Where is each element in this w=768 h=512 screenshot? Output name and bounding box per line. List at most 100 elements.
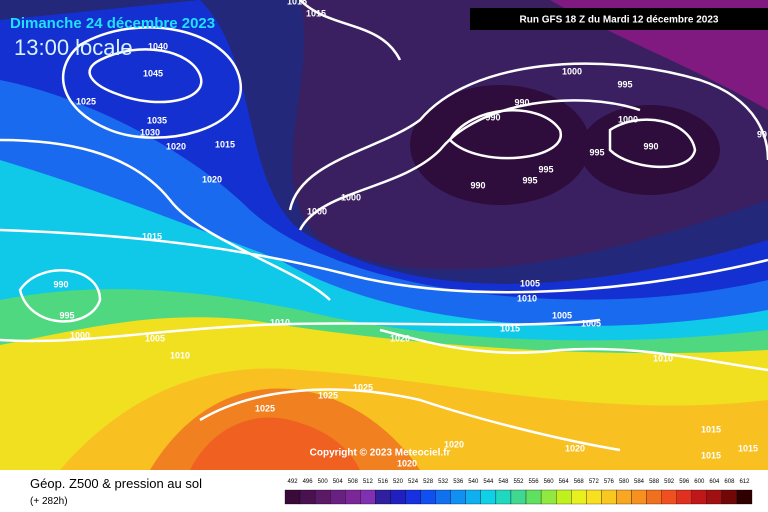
scale-label: 608: [724, 479, 735, 485]
isobar-label: 1020: [565, 443, 585, 453]
scale-swatch: [495, 489, 512, 505]
scale-swatch: [601, 489, 617, 505]
isobar-label: 1005: [581, 318, 601, 328]
scale-label: 560: [544, 479, 555, 485]
scale-label: 496: [303, 479, 314, 485]
color-scale: 492 496 500 504 508 512 516 520 524 528 532 536 540 5…: [284, 479, 753, 505]
isobar-label: 1020: [202, 174, 222, 184]
scale-label: 500: [318, 479, 329, 485]
scale-label: 528: [423, 479, 434, 485]
scale-swatch: [556, 489, 572, 505]
scale-swatch: [646, 489, 662, 505]
scale-label: 536: [453, 479, 464, 485]
scale-label: 540: [468, 479, 479, 485]
scale-label: 568: [574, 479, 585, 485]
scale-label: 572: [589, 479, 600, 485]
isobar-label: 1015: [701, 450, 721, 460]
isobar-label: 1000: [307, 206, 327, 216]
isobar-label: 1025: [353, 382, 373, 392]
isobar-label: 1010: [270, 317, 290, 327]
isobar-label: 995: [522, 175, 537, 185]
isobar-label: 995: [617, 79, 632, 89]
isobar-label: 1035: [147, 115, 167, 125]
isobar-label: 1020: [166, 141, 186, 151]
isobar-label: 1025: [318, 390, 338, 400]
scale-swatch: [525, 489, 542, 505]
scale-swatch: [375, 489, 391, 505]
scale-swatch: [631, 489, 647, 505]
isobar-label: 1015: [306, 8, 326, 18]
scale-swatch: [435, 489, 451, 505]
scale-swatch: [736, 489, 753, 505]
isobar-label: 990: [485, 112, 500, 122]
isobar-label: 1015: [215, 139, 235, 149]
run-box: [470, 8, 768, 30]
isobar-label: 1010: [517, 293, 537, 303]
scale-label: 524: [408, 479, 419, 485]
isobar-label: 1015: [738, 443, 758, 453]
isobar-label: 1025: [76, 96, 96, 106]
scale-label: 532: [438, 479, 449, 485]
scale-swatch: [510, 489, 527, 505]
legend-subtitle: (+ 282h): [30, 496, 68, 507]
scale-swatch: [721, 489, 738, 505]
isobar-label: 1010: [653, 353, 673, 363]
scale-label: 548: [498, 479, 509, 485]
isobar-label: 1005: [520, 278, 540, 288]
scale-swatch: [450, 489, 466, 505]
legend-title: Géop. Z500 & pression au sol: [30, 476, 202, 491]
scale-swatch: [661, 489, 677, 505]
isobar-label: 995: [538, 164, 553, 174]
scale-label: 600: [694, 479, 705, 485]
scale-label: 520: [393, 479, 404, 485]
isobar-label: 1000: [341, 192, 361, 202]
scale-label: 592: [664, 479, 675, 485]
isobar-label: 1005: [145, 333, 165, 343]
scale-swatch: [480, 489, 497, 505]
isobar-label: 1000: [70, 330, 90, 340]
isobar-label: 1015: [287, 0, 307, 6]
map-background: [0, 0, 768, 470]
scale-swatch: [299, 489, 316, 505]
isobar-label: 990: [514, 97, 529, 107]
scale-label: 492: [288, 479, 299, 485]
isobar-labels: 1015 1015 1040 1045 1025 1035 1030 1020 1015 1020…: [53, 0, 767, 468]
isobar-label: 1000: [618, 114, 638, 124]
forecast-date: Dimanche 24 décembre 2023: [10, 15, 215, 32]
scale-label: 584: [634, 479, 645, 485]
isobar-label: 1000: [562, 66, 582, 76]
scale-swatch: [465, 489, 481, 505]
isobar-label: 1005: [552, 310, 572, 320]
scale-swatch: [314, 489, 331, 505]
scale-label: 512: [363, 479, 374, 485]
isobar-label: 1030: [140, 127, 160, 137]
scale-label: 564: [559, 479, 570, 485]
scale-swatch: [420, 489, 436, 505]
scale-swatch: [284, 489, 301, 505]
scale-label: 612: [739, 479, 750, 485]
isobar-label: 1020: [444, 439, 464, 449]
scale-label: 604: [709, 479, 720, 485]
isobar-label: 1040: [148, 41, 168, 51]
isobar-label: 1020: [390, 333, 410, 343]
scale-label: 508: [348, 479, 359, 485]
scale-label: 504: [333, 479, 344, 485]
scale-swatch: [586, 489, 602, 505]
forecast-time: 13:00 locale: [14, 35, 133, 60]
copyright: Copyright © 2023 Meteociel.fr: [310, 448, 451, 459]
isobar-label: 1025: [255, 403, 275, 413]
scale-swatch: [706, 489, 723, 505]
isobar-label: 1020: [397, 458, 417, 468]
isobar-label: 1010: [170, 350, 190, 360]
scale-label: 516: [378, 479, 389, 485]
scale-swatch: [571, 489, 587, 505]
scale-swatch: [676, 489, 692, 505]
scale-label: 596: [679, 479, 690, 485]
isobar-label: 990: [53, 279, 68, 289]
scale-swatch: [360, 489, 376, 505]
scale-swatch: [345, 489, 361, 505]
isobars: [0, 0, 768, 452]
scale-swatch: [405, 489, 421, 505]
scale-label: 552: [513, 479, 524, 485]
